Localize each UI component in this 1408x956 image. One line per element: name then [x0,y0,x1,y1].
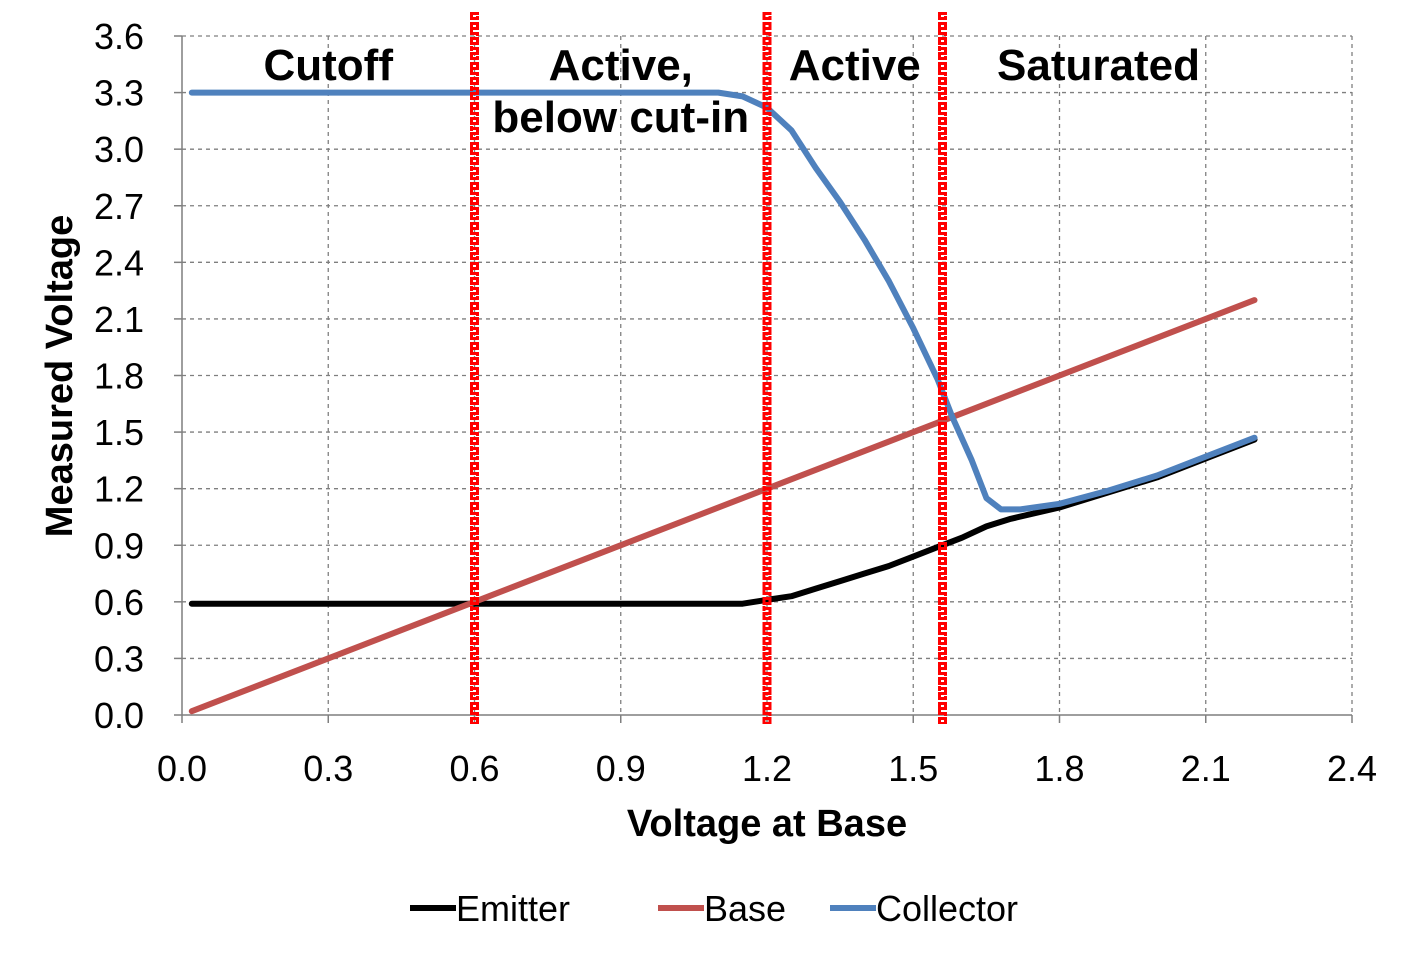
series-line-base [188,297,1258,715]
region-label: Active [789,41,921,90]
x-tick-label: 1.8 [1034,748,1084,789]
region-boundary-line [938,12,947,724]
region-boundary-line [470,12,479,724]
legend-layer: Emitter Base Collector [410,888,1018,929]
region-label: Cutoff [264,41,394,90]
x-tick-label: 2.1 [1181,748,1231,789]
region-layer: Cutoff Active,below cut-in Active Saturated [264,41,1200,142]
y-tick-label: 3.0 [94,129,144,170]
legend-label: Base [704,888,786,929]
legend-entry-emitter: Emitter [410,888,570,929]
y-tick-label: 2.1 [94,299,144,340]
y-tick-label: 3.6 [94,16,144,57]
y-tick-label: 0.6 [94,582,144,623]
legend-entry-collector: Collector [830,888,1018,929]
y-tick-label: 2.4 [94,242,144,283]
region-label: below cut-in [492,93,749,142]
legend-label: Emitter [456,888,570,929]
x-tick-label: 1.5 [888,748,938,789]
x-tick-label: 1.2 [742,748,792,789]
x-tick-label: 0.6 [449,748,499,789]
series-layer [188,89,1258,715]
axes-layer: 0.0 0.3 0.6 0.9 1.2 1.5 1.8 2.1 2.4 0.0 0.3 0.6 0.9 1… [94,16,1377,789]
boundary-layer [470,12,947,724]
region-boundary-line [762,12,772,724]
legend-entry-base: Base [658,888,786,929]
y-tick-label: 1.5 [94,412,144,453]
y-tick-label: 0.0 [94,695,144,736]
series-line-emitter [188,436,1258,607]
region-label: Active, [549,41,693,90]
x-tick-label: 2.4 [1327,748,1377,789]
x-tick-label: 0.3 [303,748,353,789]
series-line-collector [188,89,1258,513]
y-tick-label: 0.9 [94,525,144,566]
legend-label: Collector [876,888,1018,929]
y-tick-label: 0.3 [94,638,144,679]
x-tick-label: 0.0 [157,748,207,789]
region-label: Saturated [997,41,1200,90]
y-tick-label: 1.2 [94,469,144,510]
y-tick-label: 3.3 [94,73,144,114]
x-tick-label: 0.9 [596,748,646,789]
y-axis-title: Measured Voltage [39,215,81,537]
y-tick-label: 2.7 [94,186,144,227]
y-tick-label: 1.8 [94,356,144,397]
x-axis-title: Voltage at Base [627,803,907,845]
